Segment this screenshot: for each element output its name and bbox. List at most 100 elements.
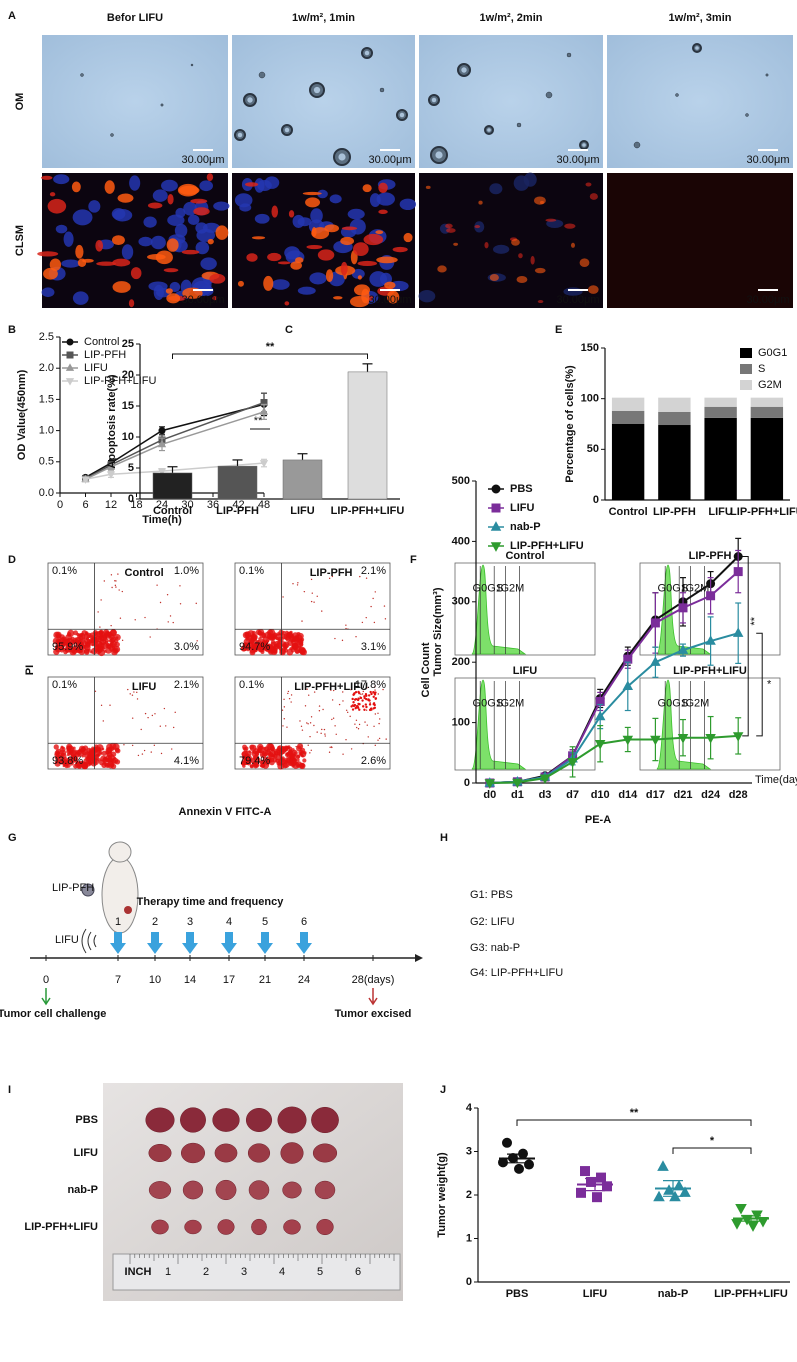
event xyxy=(353,698,357,701)
point xyxy=(106,471,116,479)
bar-segment xyxy=(750,406,784,418)
event xyxy=(255,629,262,635)
column-header: 1w/m², 3min xyxy=(669,12,732,24)
tumor xyxy=(314,1180,336,1200)
stain xyxy=(128,299,135,308)
stain xyxy=(41,175,53,180)
bubble xyxy=(190,63,194,67)
bar xyxy=(152,472,193,500)
event xyxy=(66,763,71,768)
bubble xyxy=(516,122,522,128)
event xyxy=(345,709,348,712)
event xyxy=(374,697,378,700)
event xyxy=(357,697,360,700)
legend-label: LIFU xyxy=(84,362,108,374)
event xyxy=(196,640,198,642)
event xyxy=(359,575,361,578)
stain xyxy=(244,182,259,187)
scale-bar-label: 30.00μm xyxy=(181,294,224,306)
nucleus xyxy=(41,287,55,298)
nucleus xyxy=(143,216,157,228)
series-line xyxy=(85,401,265,480)
event xyxy=(253,642,261,650)
nucleus xyxy=(195,222,208,234)
event xyxy=(313,691,316,693)
event xyxy=(309,735,311,738)
event xyxy=(73,630,79,636)
nucleus xyxy=(148,281,168,292)
stain xyxy=(353,242,369,256)
event xyxy=(331,575,334,578)
event xyxy=(350,689,352,691)
point xyxy=(576,1187,586,1198)
quadrant-percent: 0.1% xyxy=(52,565,77,577)
tumor xyxy=(145,1107,175,1133)
event xyxy=(367,694,371,697)
stain xyxy=(104,180,115,194)
x-tick-label: LIP-PFH xyxy=(216,505,259,517)
event xyxy=(332,689,335,692)
plot-title: LIFU xyxy=(132,681,156,693)
event xyxy=(385,738,387,740)
y-tick-label: 0.0 xyxy=(39,487,54,499)
event xyxy=(103,635,108,640)
scale-bar-label: 30.00μm xyxy=(368,294,411,306)
plot-title: Control xyxy=(125,567,164,579)
stain xyxy=(246,253,258,262)
event xyxy=(334,725,336,727)
event xyxy=(103,580,106,582)
event xyxy=(150,751,152,753)
event xyxy=(276,642,283,649)
x-tick-label: d17 xyxy=(646,789,665,801)
bubble xyxy=(745,113,749,117)
y-axis-label: Tumor Size(mm³) xyxy=(432,587,444,676)
legend-swatch xyxy=(740,348,752,358)
event xyxy=(374,591,376,593)
stain xyxy=(341,226,358,231)
stain xyxy=(384,281,396,289)
event xyxy=(308,694,310,696)
start-arrow xyxy=(41,988,51,1006)
event xyxy=(316,595,318,598)
event xyxy=(287,640,294,646)
event xyxy=(100,599,102,601)
stain xyxy=(588,285,599,294)
nucleus xyxy=(317,189,328,199)
event xyxy=(310,716,313,718)
x-axis-label: Time(h) xyxy=(142,514,182,526)
tumor xyxy=(184,1219,202,1235)
tumor xyxy=(148,1181,172,1199)
nucleus xyxy=(257,180,272,192)
event xyxy=(149,636,151,638)
stain xyxy=(589,193,598,200)
histogram-peak xyxy=(656,679,712,770)
quadrant-percent: 0.1% xyxy=(239,679,264,691)
event xyxy=(86,747,92,753)
event xyxy=(374,713,377,715)
stain xyxy=(333,296,343,300)
x-tick-label: 6 xyxy=(82,499,88,511)
bar-segment xyxy=(750,397,784,407)
bubble xyxy=(566,52,572,58)
event xyxy=(352,693,355,696)
nucleus xyxy=(309,272,327,285)
nucleus xyxy=(150,235,166,250)
x-tick-label: 24 xyxy=(156,499,168,511)
event xyxy=(97,611,99,613)
stain xyxy=(237,280,244,287)
clsm-image xyxy=(607,173,793,308)
panel-label: C xyxy=(285,324,293,336)
tumor xyxy=(247,1143,271,1163)
event xyxy=(89,650,93,654)
dose-label: 3 xyxy=(187,916,193,928)
panel-label: G xyxy=(8,832,17,844)
event xyxy=(293,758,298,762)
event xyxy=(331,718,333,721)
event xyxy=(90,757,94,761)
event xyxy=(309,752,311,754)
event xyxy=(91,760,97,767)
event xyxy=(313,601,315,603)
day-label: 24 xyxy=(298,974,310,986)
event xyxy=(283,718,285,720)
stain xyxy=(206,173,214,182)
